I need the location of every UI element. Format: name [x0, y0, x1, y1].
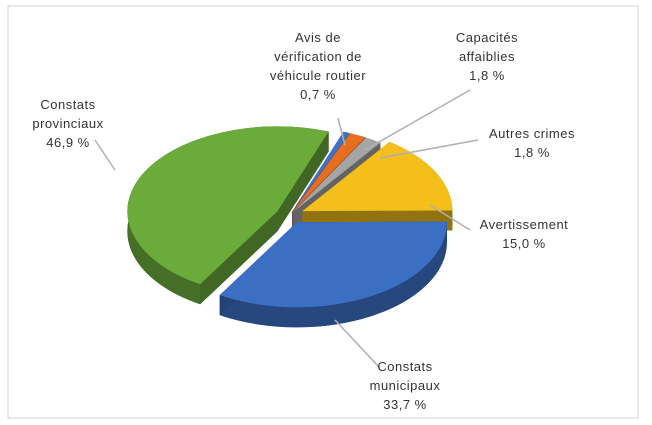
slice [219, 221, 447, 308]
label: Avertissement 15,0 % [464, 215, 584, 253]
slice-side [277, 131, 329, 232]
slice [302, 141, 453, 212]
leader-line [379, 139, 479, 159]
label: Capacités affaiblies 1,8 % [442, 28, 532, 85]
value-label: 33,7 % [383, 397, 427, 412]
leader-lines [94, 89, 479, 369]
category-label: Capacités affaiblies [455, 30, 519, 64]
leader-line [94, 139, 116, 171]
label: Avis de vérification de véhicule routier… [268, 28, 368, 104]
slice-side [200, 211, 278, 305]
slice [293, 137, 381, 212]
pie [127, 126, 453, 328]
label: Constats municipaux 33,7 % [355, 357, 455, 414]
leader-line [429, 204, 471, 231]
label: Constats provinciaux 46,9 % [23, 95, 113, 152]
category-label: Avis de vérification de véhicule routier [269, 30, 367, 83]
slice [292, 133, 366, 212]
value-label: 1,8 % [469, 68, 505, 83]
leader-line [337, 117, 346, 146]
label: Autres crimes 1,8 % [472, 124, 592, 162]
category-label: Avertissement [479, 217, 569, 232]
category-label: Constats provinciaux [32, 97, 104, 131]
category-label: Constats municipaux [369, 359, 441, 393]
slice [292, 131, 350, 212]
chart-frame [7, 5, 639, 419]
leader-line [364, 89, 471, 151]
slice [127, 126, 329, 285]
value-label: 1,8 % [514, 145, 550, 160]
slice-wall [219, 221, 447, 328]
value-label: 15,0 % [502, 236, 546, 251]
value-label: 0,7 % [300, 87, 336, 102]
leader-line [334, 319, 381, 369]
category-label: Autres crimes [489, 126, 575, 141]
value-label: 46,9 % [46, 135, 90, 150]
